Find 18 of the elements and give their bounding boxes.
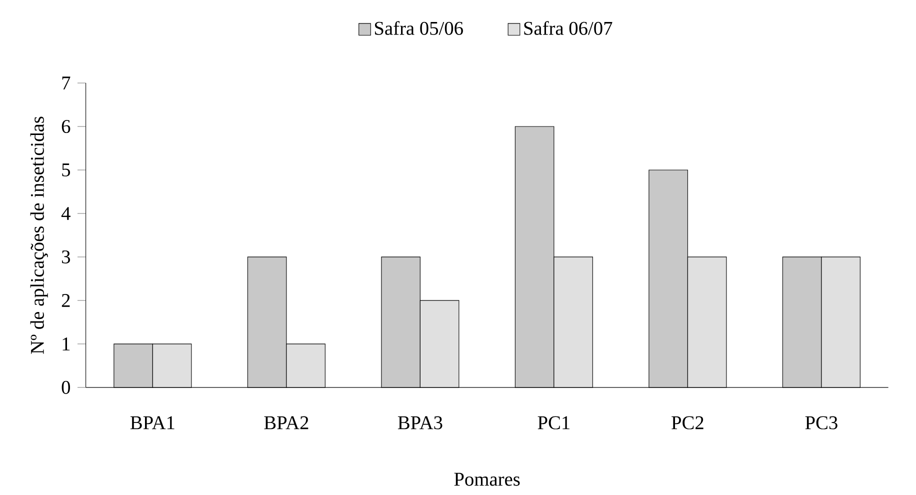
x-tick-label: PC1 bbox=[538, 416, 570, 430]
y-tick-label: 5 bbox=[62, 163, 70, 176]
y-tick-label: 1 bbox=[62, 337, 70, 350]
x-axis-title: Pomares bbox=[454, 472, 520, 486]
x-tick-label: PC2 bbox=[672, 416, 704, 430]
y-axis-title: Nº de aplicações de inseticidas bbox=[30, 116, 48, 354]
y-tick-label: 3 bbox=[62, 250, 70, 264]
x-tick-label: BPA3 bbox=[398, 416, 442, 430]
y-tick-label: 4 bbox=[61, 206, 70, 220]
y-tick-label: 7 bbox=[62, 76, 70, 90]
legend-label: Safra 05/06 bbox=[374, 20, 463, 35]
x-tick-label: BPA2 bbox=[264, 416, 308, 430]
legend-label: Safra 06/07 bbox=[524, 20, 612, 35]
x-tick-label: BPA1 bbox=[130, 416, 174, 429]
y-tick-label: 6 bbox=[62, 120, 70, 133]
y-tick-label: 0 bbox=[62, 380, 70, 394]
y-tick-label: 2 bbox=[62, 294, 70, 307]
x-tick-label: PC3 bbox=[805, 416, 838, 430]
